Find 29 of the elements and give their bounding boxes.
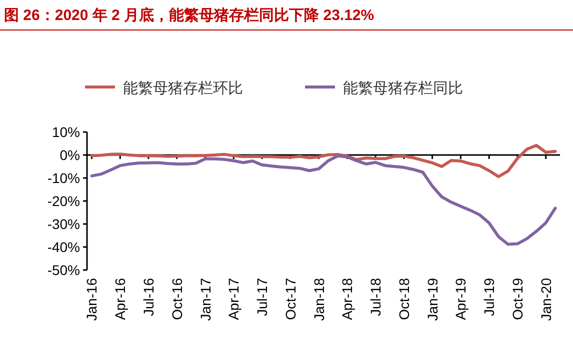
y-tick-label: -20% (47, 193, 80, 209)
line-series (90, 154, 557, 246)
x-tick-label: Oct-16 (168, 278, 185, 320)
legend-label: 能繁母猪存栏环比 (123, 80, 243, 97)
title: 图 26：2020 年 2 月底，能繁母猪存栏同比下降 23.12% (4, 7, 374, 24)
x-tick-label: Apr-16 (112, 278, 128, 320)
x-tick-label: Jul-19 (481, 278, 498, 316)
x-tick-label: Apr-17 (226, 278, 242, 320)
x-tick-label: Jul-17 (254, 278, 270, 316)
x-tick-label: Jan-16 (84, 278, 100, 321)
x-tick-label: Jul-18 (368, 278, 384, 316)
x-tick-label: Apr-18 (339, 278, 356, 320)
x-tick-label: Jul-16 (140, 278, 156, 316)
x-tick-label: Jan-18 (310, 278, 327, 321)
legend-label: 能繁母猪存栏同比 (343, 80, 463, 97)
y-tick-label: -50% (47, 262, 80, 278)
line-series (90, 144, 557, 178)
y-tick-label: 10% (52, 124, 80, 140)
x-tick-label: Oct-17 (282, 278, 298, 320)
y-tick-label: -40% (47, 239, 80, 255)
y-tick-label: 0% (60, 147, 80, 163)
x-tick-label: Oct-18 (396, 278, 412, 320)
y-tick-label: -30% (47, 216, 80, 232)
y-tick-label: -10% (47, 170, 80, 186)
x-tick-label: Oct-19 (509, 278, 526, 320)
x-tick-label: Apr-19 (452, 278, 469, 320)
x-tick-label: Jan-20 (538, 278, 554, 321)
x-tick-label: Jan-17 (197, 278, 214, 321)
x-tick-label: Jan-19 (424, 278, 440, 321)
